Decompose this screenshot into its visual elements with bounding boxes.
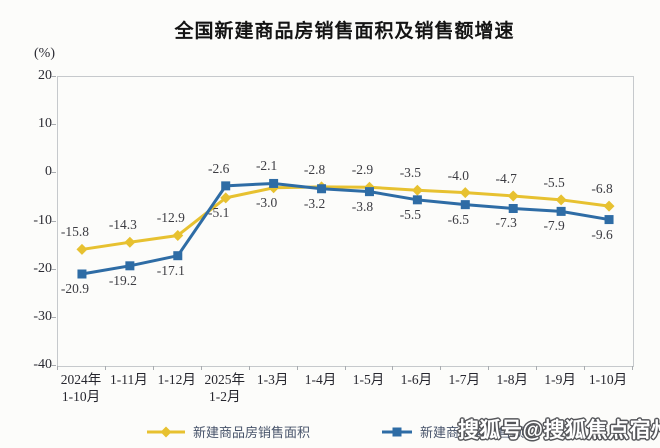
chart-title: 全国新建商品房销售面积及销售额增速 [174, 21, 515, 42]
square-marker [604, 215, 614, 225]
y-tick-mark [51, 220, 56, 222]
square-marker [173, 251, 183, 261]
x-tick-label: 1-11月 [110, 372, 148, 387]
x-tick-mark [248, 366, 250, 370]
square-marker [364, 187, 374, 197]
data-label: -3.8 [351, 198, 374, 214]
data-label: -7.9 [543, 218, 565, 234]
plot-area [57, 76, 634, 367]
legend-label-sales-area: 新建商品房销售面积 [193, 425, 311, 440]
legend-item-sales-amount: 新建商品房销售额 [382, 422, 524, 441]
y-tick-label: -20 [33, 260, 52, 276]
diamond-marker [220, 192, 232, 204]
data-label: -5.5 [399, 206, 422, 222]
data-label: -12.9 [156, 210, 185, 226]
x-tick-mark [440, 366, 442, 370]
data-label: -3.0 [255, 194, 278, 210]
square-marker [125, 261, 135, 271]
data-label: -15.8 [60, 224, 90, 240]
square-marker [269, 178, 279, 188]
series-line-1 [80, 181, 611, 276]
x-tick-mark [392, 366, 394, 370]
data-label: -20.9 [60, 281, 90, 296]
data-label: -4.7 [495, 170, 517, 186]
legend-marker-sales-amount-icon [382, 427, 412, 436]
data-label: -17.1 [156, 262, 185, 278]
x-tick-mark [152, 366, 154, 370]
y-axis-unit-label: (%) [34, 46, 55, 61]
data-label: -7.3 [495, 215, 517, 231]
y-tick-label: 20 [38, 68, 52, 83]
diamond-marker [507, 190, 519, 202]
x-tick-mark [632, 366, 633, 370]
series-line-0 [80, 185, 611, 251]
y-tick-mark [51, 124, 56, 126]
y-tick-mark [51, 316, 56, 318]
legend-item-sales-area: 新建商品房销售面积 [147, 422, 310, 441]
y-tick-mark [51, 172, 56, 174]
data-label: -2.9 [351, 162, 374, 178]
x-tick-label: 1-9月 [544, 372, 576, 387]
diamond-marker [172, 229, 184, 241]
data-label: -14.3 [108, 217, 137, 233]
x-tick-label: 1-7月 [448, 372, 481, 387]
series-plot [76, 178, 615, 279]
x-tick-mark [296, 366, 298, 370]
y-tick-label: -10 [33, 212, 52, 228]
x-tick-label: 1-4月 [304, 372, 337, 387]
square-marker [460, 200, 470, 210]
x-tick-mark [344, 366, 346, 370]
x-tick-label: 2024年 1-10月 [60, 372, 102, 404]
diamond-marker [555, 194, 567, 206]
x-tick-mark [57, 366, 58, 370]
square-marker [508, 203, 518, 213]
diamond-marker [411, 184, 423, 196]
diamond-marker [603, 200, 615, 212]
watermark: 搜狐号@搜狐焦点宿州站 [458, 419, 660, 442]
y-tick-label: -40 [33, 357, 52, 372]
data-label: -5.5 [543, 174, 565, 190]
data-label: -3.5 [399, 165, 422, 181]
data-label: -2.6 [208, 160, 230, 176]
legend-label-sales-amount: 新建商品房销售额 [420, 425, 525, 440]
legend-marker-sales-area-icon [147, 426, 185, 437]
data-label: -4.0 [447, 167, 469, 183]
y-tick-label: 0 [45, 164, 52, 180]
y-tick-mark [51, 365, 56, 366]
data-label: -3.2 [303, 195, 326, 211]
data-label: -19.2 [108, 272, 137, 288]
diamond-marker [76, 243, 88, 255]
data-label: -6.5 [447, 211, 469, 227]
data-label: -5.1 [208, 204, 230, 220]
y-tick-mark [51, 268, 56, 270]
data-label: -9.6 [591, 226, 613, 242]
x-tick-label: 1-6月 [400, 372, 433, 387]
square-marker [412, 195, 422, 205]
x-tick-mark [584, 366, 586, 370]
data-label: -2.1 [255, 158, 278, 174]
y-tick-label: 10 [38, 116, 52, 132]
x-tick-mark [200, 366, 202, 370]
x-tick-label: 2025年 1-2月 [204, 372, 245, 404]
x-tick-mark [536, 366, 538, 370]
square-marker [556, 206, 566, 216]
x-tick-label: 1-12月 [157, 372, 196, 387]
data-label: -2.8 [303, 161, 326, 177]
x-tick-label: 1-3月 [256, 372, 289, 387]
y-tick-mark [51, 76, 56, 77]
diamond-marker [459, 187, 471, 199]
x-tick-label: 1-5月 [352, 372, 385, 387]
x-tick-mark [488, 366, 490, 370]
data-label: -6.8 [591, 181, 613, 197]
x-tick-label: 1-10月 [588, 372, 628, 387]
diamond-marker [124, 236, 136, 248]
x-tick-label: 1-8月 [496, 372, 528, 387]
square-marker [317, 184, 327, 194]
x-tick-mark [104, 366, 106, 370]
square-marker [221, 181, 231, 191]
y-tick-label: -30 [33, 308, 52, 324]
square-marker [77, 269, 87, 279]
